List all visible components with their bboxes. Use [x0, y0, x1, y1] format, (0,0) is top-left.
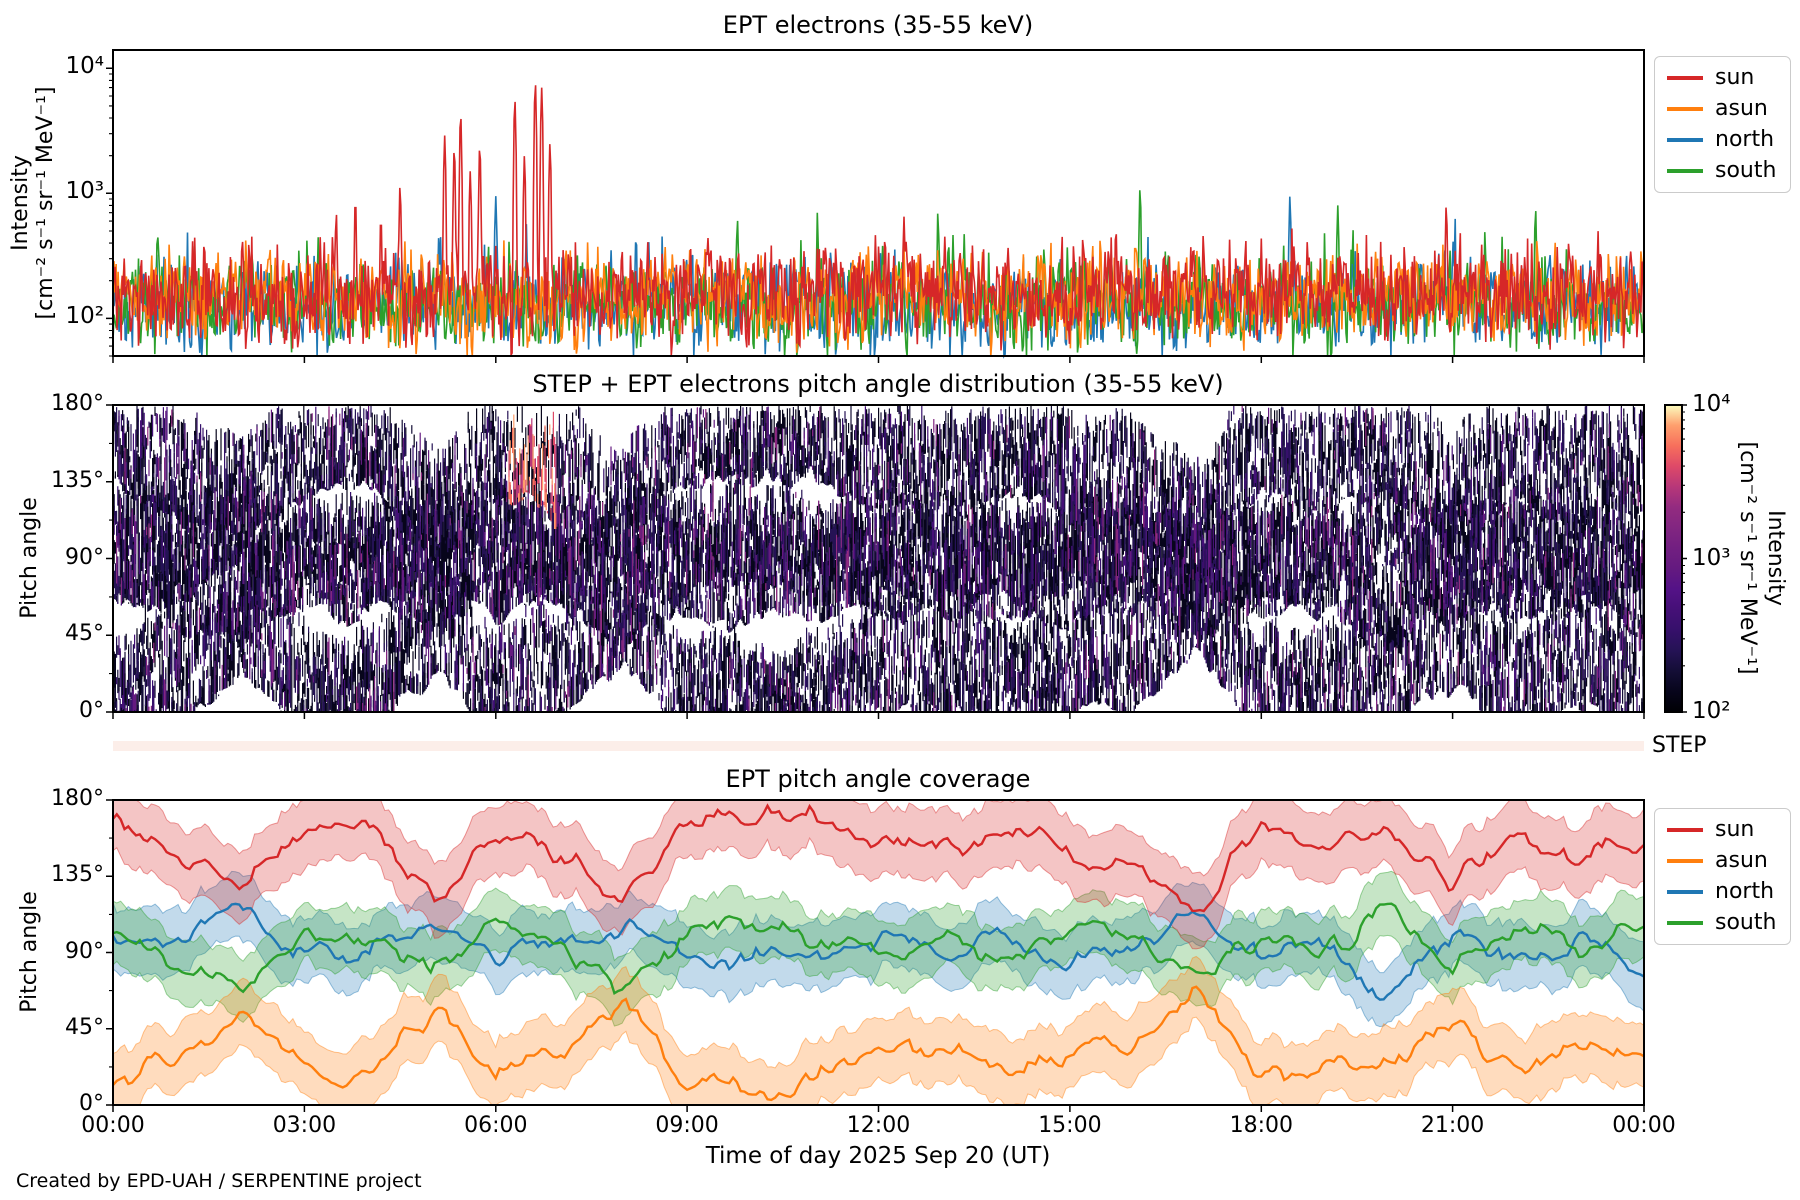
- legend-label-south: south: [1715, 910, 1777, 935]
- panel2-title: STEP + EPT electrons pitch angle distrib…: [532, 370, 1224, 398]
- intensity-line-sun: [112, 85, 1645, 356]
- colorbar-units-label: [cm⁻² s⁻¹ sr⁻¹ MeV⁻¹]: [1735, 441, 1760, 675]
- pad-heatmap-strokes: [513, 418, 557, 513]
- pitch-ytick-label: 135°: [51, 467, 104, 493]
- pitch-ytick-label: 0°: [79, 1091, 104, 1116]
- coverage-line-north: [111, 902, 1645, 1001]
- legend-label-sun: sun: [1715, 65, 1755, 90]
- step-strip: [113, 741, 1644, 751]
- panel3-frame: [112, 799, 1645, 1106]
- pad-heatmap-strokes: [118, 405, 1644, 712]
- colorbar: [1665, 405, 1682, 712]
- legend-item-asun: asun: [1667, 97, 1776, 121]
- x-tick-label: 21:00: [1420, 1113, 1485, 1138]
- colorbar-tick-label: 10³: [1692, 544, 1731, 571]
- legend-item-sun: sun: [1667, 818, 1776, 842]
- legend-item-south: south: [1667, 911, 1776, 935]
- panel3-ylabel: Pitch angle: [17, 891, 42, 1013]
- legend-item-north: north: [1667, 128, 1776, 152]
- panel3-title: EPT pitch angle coverage: [725, 765, 1031, 793]
- legend-label-north: north: [1715, 879, 1775, 904]
- pitch-ytick-label: 45°: [65, 1014, 104, 1040]
- panel1-ytick-label: 10²: [65, 303, 105, 330]
- x-tick-label: 12:00: [846, 1113, 911, 1138]
- legend-swatch-sun: [1667, 76, 1703, 80]
- colorbar-tick-label: 10²: [1692, 698, 1731, 724]
- legend-item-sun: sun: [1667, 66, 1776, 90]
- legend-swatch-asun: [1667, 859, 1703, 863]
- coverage-line-south: [112, 902, 1645, 995]
- legend-item-north: north: [1667, 880, 1776, 904]
- pad-heatmap-strokes: [116, 405, 1643, 712]
- coverage-line-asun: [112, 985, 1645, 1102]
- legend-label-south: south: [1715, 158, 1777, 183]
- pitch-ytick-label: 90°: [65, 938, 104, 964]
- legend-swatch-south: [1667, 921, 1703, 925]
- legend-swatch-north: [1667, 890, 1703, 894]
- legend-label-asun: asun: [1715, 96, 1768, 121]
- pitch-ytick-label: 0°: [79, 698, 104, 723]
- pad-heatmap-strokes: [509, 414, 556, 529]
- pitch-ytick-label: 45°: [65, 621, 104, 647]
- legend-label-north: north: [1715, 127, 1775, 152]
- step-strip-label: STEP: [1652, 733, 1707, 758]
- pitch-ytick-label: 90°: [65, 544, 104, 570]
- panel1-ytick-label: 10³: [65, 178, 105, 205]
- legend-label-sun: sun: [1715, 817, 1755, 842]
- legend-item-asun: asun: [1667, 849, 1776, 873]
- legend-swatch-north: [1667, 138, 1703, 142]
- pitch-ytick-label: 180°: [51, 391, 104, 416]
- legend-swatch-sun: [1667, 828, 1703, 832]
- panel1-legend: sun asun north south: [1654, 56, 1792, 193]
- x-tick-label: 18:00: [1229, 1113, 1293, 1138]
- x-tick-label: 03:00: [272, 1113, 337, 1138]
- footer-credit: Created by EPD-UAH / SERPENTINE project: [16, 1170, 422, 1192]
- x-axis-label: Time of day 2025 Sep 20 (UT): [705, 1143, 1051, 1169]
- coverage-line-sun: [112, 803, 1645, 913]
- colorbar-label: Intensity: [1763, 510, 1788, 606]
- panel1-title: EPT electrons (35-55 keV): [722, 11, 1034, 39]
- x-tick-label: 06:00: [464, 1113, 528, 1138]
- panel1-frame: [112, 49, 1645, 357]
- legend-item-south: south: [1667, 159, 1776, 183]
- x-tick-label: 09:00: [655, 1113, 719, 1138]
- panel2-frame: [112, 404, 1645, 713]
- legend-swatch-south: [1667, 169, 1703, 173]
- legend-label-asun: asun: [1715, 848, 1768, 873]
- panel3-legend: sun asun north south: [1654, 808, 1792, 945]
- panel1-ytick-label: 10⁴: [65, 53, 105, 80]
- colorbar-frame: [1664, 404, 1683, 713]
- x-tick-label: 00:00: [81, 1113, 145, 1138]
- x-tick-label: 00:00: [1612, 1113, 1676, 1138]
- pitch-ytick-label: 180°: [51, 786, 104, 811]
- major-ticks: [106, 67, 1687, 1112]
- minor-ticks: [109, 73, 1685, 1068]
- x-tick-label: 15:00: [1038, 1113, 1102, 1138]
- pitch-ytick-label: 135°: [51, 862, 104, 888]
- colorbar-tick-label: 10⁴: [1692, 391, 1731, 417]
- legend-swatch-asun: [1667, 107, 1703, 111]
